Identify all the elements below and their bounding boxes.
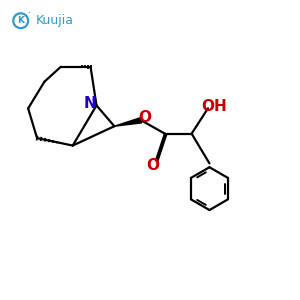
Text: ·: · [28, 8, 31, 18]
Text: Kuujia: Kuujia [36, 14, 74, 27]
Text: K: K [17, 16, 24, 25]
Polygon shape [114, 118, 142, 126]
Text: O: O [138, 110, 152, 125]
Text: N: N [84, 95, 96, 110]
Text: OH: OH [202, 98, 227, 113]
Text: O: O [146, 158, 159, 173]
